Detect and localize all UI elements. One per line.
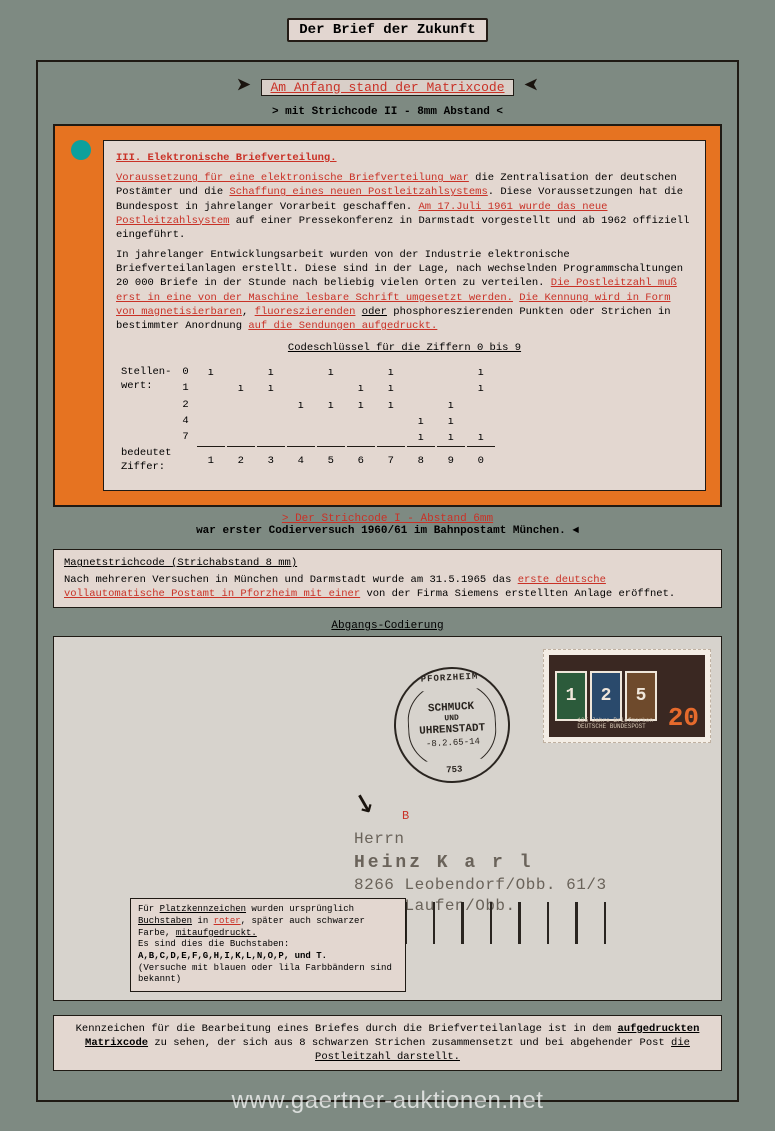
stamp-inner: 1 2 5 125 Jahre Briefmarken DEUTSCHE BUN… bbox=[549, 655, 705, 737]
addr-l2: Heinz K a r l bbox=[354, 851, 607, 875]
card-heading: III. Elektronische Briefverteilung. bbox=[116, 151, 693, 165]
addr-l1: Herrn bbox=[354, 829, 607, 851]
mini-stamp-2: 2 bbox=[590, 671, 622, 721]
subheader-pill: Am Anfang stand der Matrixcode bbox=[261, 79, 513, 96]
below-orange: > Der Strichcode I - Abstand 6mm war ers… bbox=[53, 513, 722, 537]
mb-a: Nach mehreren Versuchen in München und D… bbox=[64, 574, 518, 586]
fc1a: Für bbox=[138, 904, 160, 914]
p1a: Voraussetzung für eine elektronische Bri… bbox=[116, 172, 469, 184]
fc1b: Platzkennzeichen bbox=[160, 904, 246, 914]
arrow-right-icon: ➤ bbox=[236, 71, 252, 102]
red-b-mark: B bbox=[402, 809, 409, 823]
fc1d: Buchstaben bbox=[138, 916, 192, 926]
postage-stamp: 1 2 5 125 Jahre Briefmarken DEUTSCHE BUN… bbox=[543, 649, 711, 743]
stamp-t2: DEUTSCHE BUNDESPOST bbox=[577, 724, 653, 731]
subheader-row: ➤ Am Anfang stand der Matrixcode ➤ bbox=[53, 71, 722, 102]
header-row: Der Brief der Zukunft bbox=[36, 18, 739, 42]
code-title: Codeschlüssel für die Ziffern 0 bis 9 bbox=[116, 341, 693, 355]
fc1h: mitaufgedruckt. bbox=[176, 928, 257, 938]
p2f: fluoreszierenden bbox=[255, 306, 356, 318]
envelope-foot-card: Für Platzkennzeichen wurden ursprünglich… bbox=[130, 898, 406, 992]
arrow-left-icon: ➤ bbox=[523, 71, 539, 102]
fc-line2: Es sind dies die Buchstaben: bbox=[138, 939, 398, 951]
page-root: Der Brief der Zukunft ➤ Am Anfang stand … bbox=[0, 0, 775, 1131]
stamp-value: 20 bbox=[668, 703, 699, 733]
envelope-label: Abgangs-Codierung bbox=[53, 620, 722, 632]
fc-line1: Für Platzkennzeichen wurden ursprünglich… bbox=[138, 904, 398, 939]
p2e: , bbox=[242, 306, 255, 318]
stamp-caption: 125 Jahre Briefmarken DEUTSCHE BUNDESPOS… bbox=[577, 718, 653, 731]
below-orange-line1: > Der Strichcode I - Abstand 6mm bbox=[53, 513, 722, 525]
orange-panel: III. Elektronische Briefverteilung. Vora… bbox=[53, 124, 722, 507]
p1c: Schaffung eines neuen Postleitzahlsystem… bbox=[229, 186, 487, 198]
orange-inner-card: III. Elektronische Briefverteilung. Vora… bbox=[103, 140, 706, 491]
fc1e: in bbox=[192, 916, 214, 926]
barcode bbox=[404, 902, 606, 944]
main-border: ➤ Am Anfang stand der Matrixcode ➤ > mit… bbox=[36, 60, 739, 1102]
mb-c: von der Firma Siemens erstellten Anlage … bbox=[360, 588, 675, 600]
below-orange-line2: war erster Codierversuch 1960/61 im Bahn… bbox=[53, 525, 722, 537]
magnet-title: Magnetstrichcode (Strichabstand 8 mm) bbox=[64, 556, 711, 570]
fc1f: roter bbox=[214, 916, 241, 926]
mini-stamp-3: 5 bbox=[625, 671, 657, 721]
fc1c: wurden ursprünglich bbox=[246, 904, 354, 914]
postmark-inner-ring bbox=[406, 679, 498, 771]
envelope: 1 2 5 125 Jahre Briefmarken DEUTSCHE BUN… bbox=[53, 636, 722, 1001]
mini-stamp-1: 1 bbox=[555, 671, 587, 721]
postmark-top: PFORZHEIM bbox=[393, 670, 505, 686]
magnet-text: Nach mehreren Versuchen in München und D… bbox=[64, 573, 711, 601]
postmark: PFORZHEIM SCHMUCK UND UHRENSTADT -8.2.65… bbox=[391, 664, 513, 786]
subheader-line2: > mit Strichcode II - 8mm Abstand < bbox=[53, 106, 722, 118]
p2h: oder bbox=[362, 306, 387, 318]
addr-l3: 8266 Leobendorf/Obb. 61/3 bbox=[354, 875, 607, 897]
page-title-pill: Der Brief der Zukunft bbox=[287, 18, 487, 42]
teal-dot-icon bbox=[71, 140, 91, 160]
bb-c: zu sehen, der sich aus 8 schwarzen Stric… bbox=[148, 1037, 671, 1049]
code-table: Stellen-wert:0ı ı ı ı ı1 ıı ıı ı2 ıııı ı… bbox=[116, 363, 497, 476]
p2j: auf die Sendungen aufgedruckt. bbox=[248, 320, 437, 332]
card-para2: In jahrelanger Entwicklungsarbeit wurden… bbox=[116, 248, 693, 333]
magnet-box: Magnetstrichcode (Strichabstand 8 mm) Na… bbox=[53, 549, 722, 608]
bb-a: Kennzeichen für die Bearbeitung eines Br… bbox=[76, 1023, 618, 1035]
fc-line3: A,B,C,D,E,F,G,H,I,K,L,N,O,P, und T. bbox=[138, 951, 398, 963]
arrow-down-icon: ↘ bbox=[349, 777, 381, 824]
postmark-bottom: 753 bbox=[398, 762, 510, 778]
bottom-summary-box: Kennzeichen für die Bearbeitung eines Br… bbox=[53, 1015, 722, 1072]
main-content: ➤ Am Anfang stand der Matrixcode ➤ > mit… bbox=[41, 65, 734, 1097]
card-para1: Voraussetzung für eine elektronische Bri… bbox=[116, 171, 693, 242]
fc-line4: (Versuche mit blauen oder lila Farbbände… bbox=[138, 963, 398, 986]
